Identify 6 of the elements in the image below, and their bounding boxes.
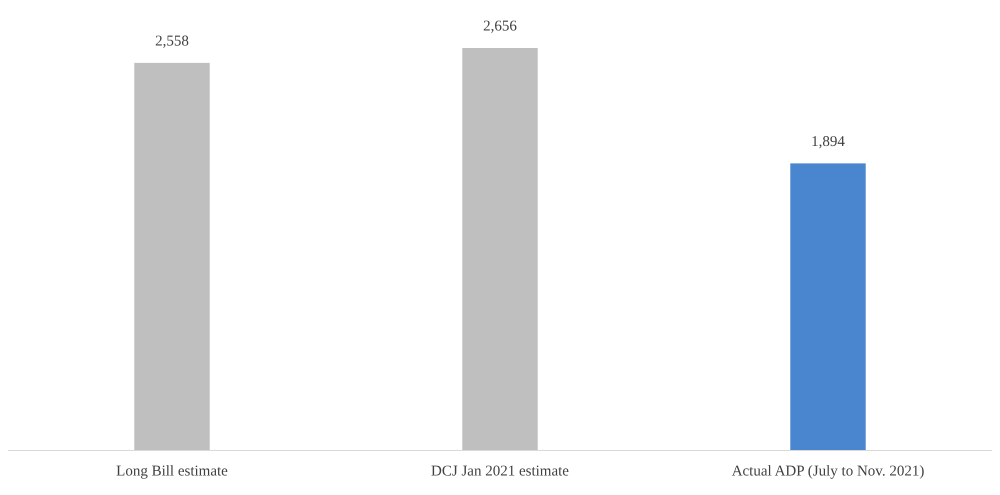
- x-tick-label: Actual ADP (July to Nov. 2021): [732, 464, 924, 480]
- x-tick-label: DCJ Jan 2021 estimate: [431, 464, 570, 480]
- data-label: 1,894: [811, 134, 846, 150]
- data-label: 2,558: [155, 33, 189, 50]
- x-tick-label: Long Bill estimate: [116, 464, 228, 480]
- data-label: 2,656: [483, 18, 518, 34]
